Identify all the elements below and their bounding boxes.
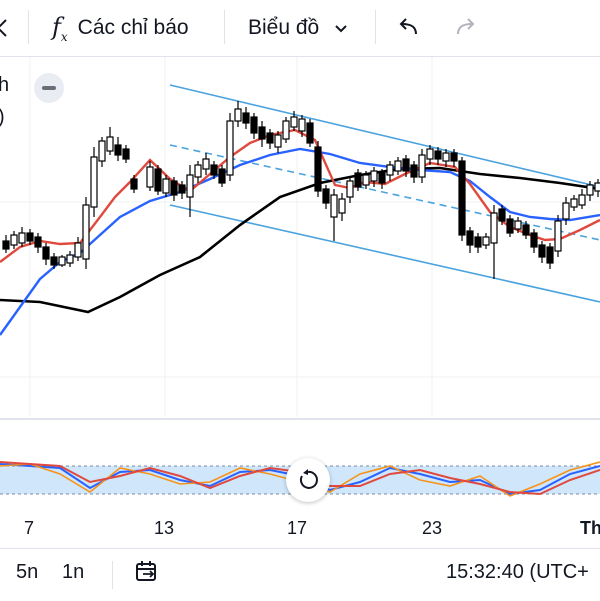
chevron-left-icon[interactable] [0,8,10,48]
undo-button[interactable] [396,8,422,48]
toolbar-divider [112,561,113,589]
range-5d-button[interactable]: 5n [16,561,39,583]
interval-fragment: h [0,74,10,96]
chart-type-button[interactable]: Biểu đồ [248,8,351,48]
time-axis[interactable]: 7 13 17 23 Th [0,512,600,540]
undo-icon [399,18,417,35]
reset-icon [299,469,318,489]
pane-separator[interactable] [0,418,600,420]
time-label-23: 23 [422,518,443,538]
bottom-toolbar: 5n 1n 15:32:40 (UTC+ [0,548,600,601]
collapse-legend-button[interactable] [34,73,64,103]
chart-type-label: Biểu đồ [248,16,320,39]
channel-upper[interactable] [169,84,600,188]
clock-timezone[interactable]: 15:32:40 (UTC+ [446,561,589,583]
minus-icon [42,86,56,90]
legend-fragment: ) [0,106,5,129]
indicators-label: Các chỉ báo [77,16,189,39]
toolbar-divider [375,10,376,44]
reset-chart-button[interactable] [286,458,330,502]
toolbar-divider [28,10,29,44]
ma-slow-line [0,166,600,314]
time-label-13: 13 [154,518,175,538]
candles [2,101,600,279]
chevron-down-icon [335,25,347,33]
date-range-button[interactable] [134,559,160,591]
indicators-button[interactable]: fx Các chỉ báo [52,8,189,48]
channel-lower[interactable] [169,204,600,303]
time-label-17: 17 [287,518,308,538]
toolbar-divider [224,10,225,44]
redo-icon [457,18,475,35]
time-label-7: 7 [24,518,35,538]
channel-middle[interactable] [169,144,600,241]
redo-button[interactable] [452,8,478,48]
range-1m-button[interactable]: 1n [62,561,85,583]
price-chart[interactable] [0,57,600,417]
top-toolbar: fx Các chỉ báo Biểu đồ [0,0,600,57]
time-label-month: Th [580,518,600,538]
calendar-goto-icon [136,561,156,581]
function-icon: fx [52,12,68,44]
